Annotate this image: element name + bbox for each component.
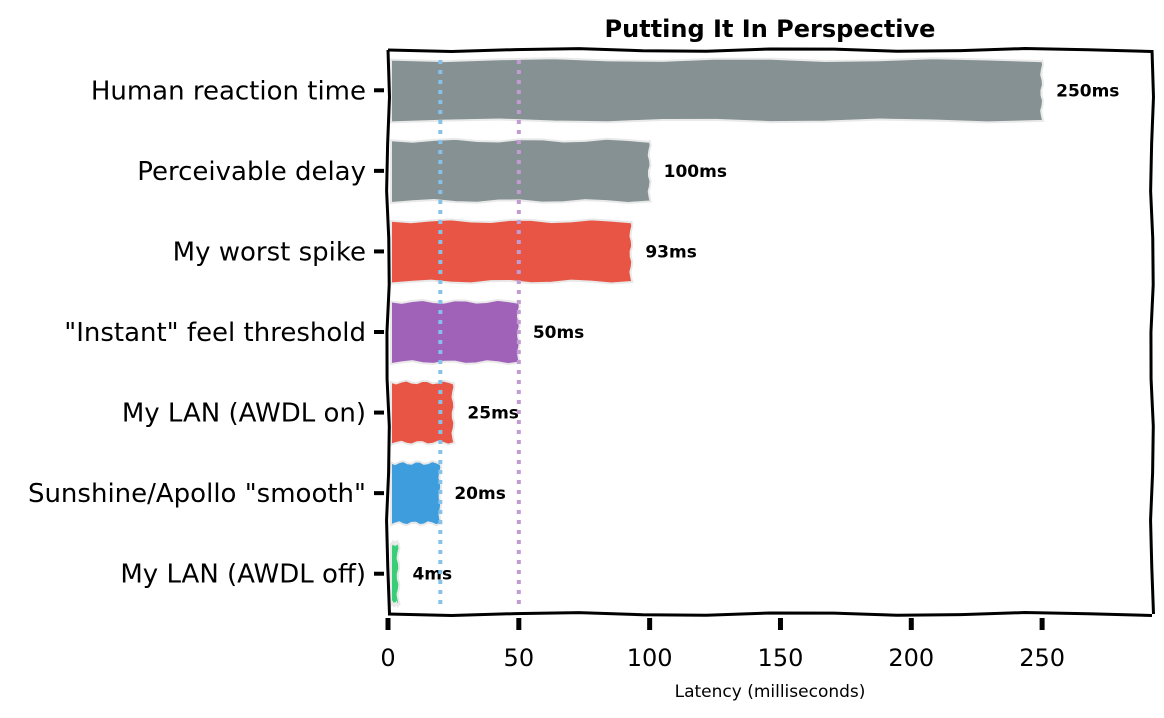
y-tick-label: Human reaction time: [91, 76, 366, 106]
x-axis-label: Latency (milliseconds): [675, 682, 866, 702]
value-label: 25ms: [467, 404, 519, 424]
y-tick-label: My LAN (AWDL off): [120, 560, 366, 590]
value-label: 20ms: [454, 484, 506, 504]
bar: [390, 379, 456, 447]
y-axis-line: [385, 49, 391, 615]
frame-right: [1149, 49, 1155, 615]
x-tick-label: 100: [627, 644, 673, 672]
bar: [390, 57, 1045, 124]
bar: [390, 298, 522, 366]
x-axis-line: [387, 611, 1153, 617]
value-label: 93ms: [645, 242, 697, 262]
y-tick-label: My LAN (AWDL on): [122, 399, 366, 429]
value-label: 4ms: [412, 565, 452, 585]
x-tick-label: 50: [504, 644, 535, 672]
value-label: 250ms: [1056, 81, 1119, 101]
bar: [390, 460, 443, 527]
x-tick-label: 250: [1019, 644, 1065, 672]
value-label: 100ms: [664, 162, 727, 182]
y-tick-label: Perceivable delay: [137, 157, 366, 187]
chart-title: Putting It In Perspective: [605, 15, 936, 43]
x-tick-label: 0: [380, 644, 395, 672]
y-tick-label: My worst spike: [173, 237, 366, 267]
bar: [390, 218, 634, 285]
x-tick-label: 150: [758, 644, 804, 672]
y-tick-label: Sunshine/Apollo "smooth": [28, 479, 366, 509]
frame-top: [387, 47, 1153, 53]
bar: [390, 137, 652, 205]
value-label: 50ms: [533, 323, 585, 343]
bar: [390, 538, 401, 609]
y-tick-label: "Instant" feel threshold: [64, 318, 366, 348]
x-tick-label: 200: [888, 644, 934, 672]
